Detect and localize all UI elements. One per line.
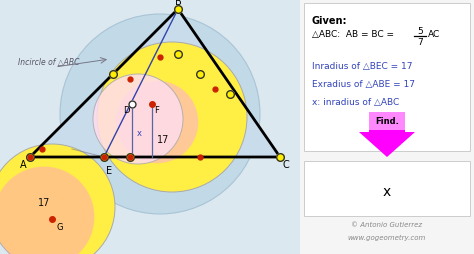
Text: Given:: Given: xyxy=(312,16,347,26)
Polygon shape xyxy=(30,10,280,157)
Circle shape xyxy=(60,15,260,214)
Text: Find.: Find. xyxy=(375,117,399,126)
Polygon shape xyxy=(359,133,415,157)
Text: 5: 5 xyxy=(417,27,423,36)
Bar xyxy=(0,0,300,254)
FancyBboxPatch shape xyxy=(304,161,470,216)
Text: E: E xyxy=(106,165,112,175)
Circle shape xyxy=(0,167,94,254)
Circle shape xyxy=(97,43,247,192)
Circle shape xyxy=(116,82,198,164)
Text: D: D xyxy=(124,106,130,115)
Bar xyxy=(300,0,474,254)
FancyBboxPatch shape xyxy=(369,113,405,131)
Text: 17: 17 xyxy=(38,197,50,207)
Text: △ABC:  AB = BC =: △ABC: AB = BC = xyxy=(312,30,397,39)
Text: A: A xyxy=(20,159,27,169)
Text: C: C xyxy=(283,159,290,169)
Text: 17: 17 xyxy=(157,134,169,145)
Text: F: F xyxy=(154,106,159,115)
Text: www.gogeometry.com: www.gogeometry.com xyxy=(348,234,426,240)
Text: G: G xyxy=(57,222,64,231)
Circle shape xyxy=(0,145,115,254)
Text: x: x xyxy=(383,184,391,198)
FancyBboxPatch shape xyxy=(304,4,470,151)
Text: B: B xyxy=(174,0,182,7)
Text: x: inradius of △ABC: x: inradius of △ABC xyxy=(312,98,399,107)
Text: Incircle of △ABC: Incircle of △ABC xyxy=(18,57,80,66)
Text: 7: 7 xyxy=(417,38,423,47)
Circle shape xyxy=(93,75,183,164)
Text: Exradius of △ABE = 17: Exradius of △ABE = 17 xyxy=(312,80,415,89)
Text: x: x xyxy=(137,128,142,137)
Text: © Antonio Gutierrez: © Antonio Gutierrez xyxy=(352,221,422,227)
FancyBboxPatch shape xyxy=(369,113,405,133)
Text: Inradius of △BEC = 17: Inradius of △BEC = 17 xyxy=(312,62,412,71)
Text: AC: AC xyxy=(428,30,440,39)
